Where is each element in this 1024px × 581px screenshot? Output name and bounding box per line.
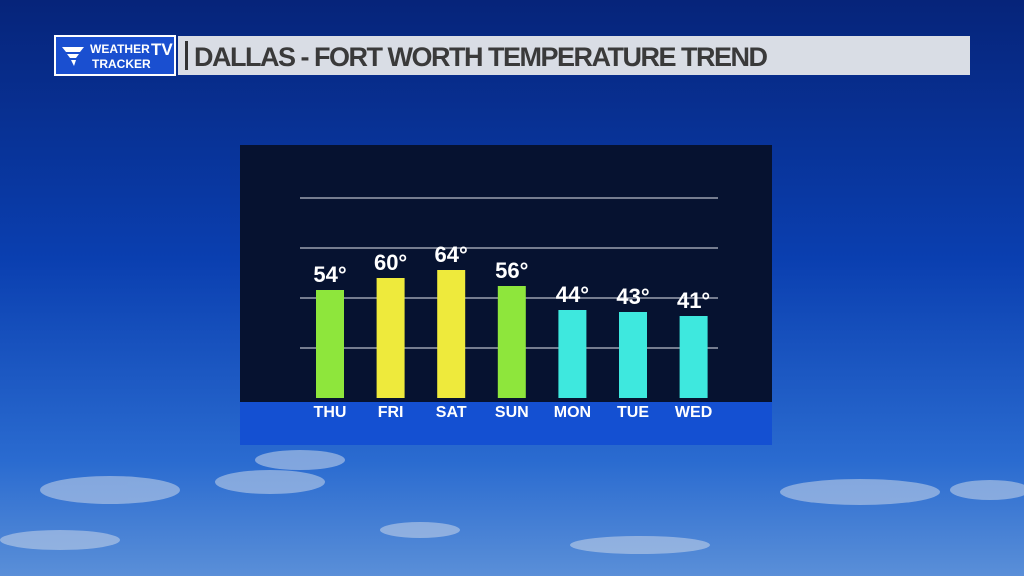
clouds (0, 450, 1024, 554)
separator (185, 41, 188, 70)
bar (437, 270, 466, 398)
logo-text: TRACKER (92, 57, 151, 71)
value-label: 60° (374, 250, 407, 275)
value-label: 44° (556, 282, 589, 307)
value-label: 43° (616, 284, 649, 309)
x-tick-label: THU (314, 404, 347, 421)
value-label: 64° (435, 242, 468, 267)
chart-title: DALLAS - FORT WORTH TEMPERATURE TREND (194, 42, 767, 72)
bar (619, 312, 647, 398)
x-tick-label: SAT (436, 404, 467, 421)
logo-icon (62, 47, 84, 66)
logo (54, 35, 176, 76)
bar (497, 286, 526, 398)
title-bar (178, 36, 970, 75)
axis-band (240, 402, 772, 445)
bar (316, 290, 344, 398)
bar (558, 310, 587, 398)
bar (376, 278, 405, 398)
value-label: 41° (677, 288, 710, 313)
x-tick-label: FRI (378, 404, 404, 421)
value-label: 54° (313, 262, 346, 287)
logo-badge: TV (151, 40, 173, 59)
x-tick-label: WED (675, 404, 712, 421)
bar (679, 316, 708, 398)
value-label: 56° (495, 258, 528, 283)
x-tick-label: SUN (495, 404, 529, 421)
x-tick-label: MON (554, 404, 591, 421)
x-tick-label: TUE (617, 404, 649, 421)
logo-text: WEATHER (90, 42, 150, 56)
